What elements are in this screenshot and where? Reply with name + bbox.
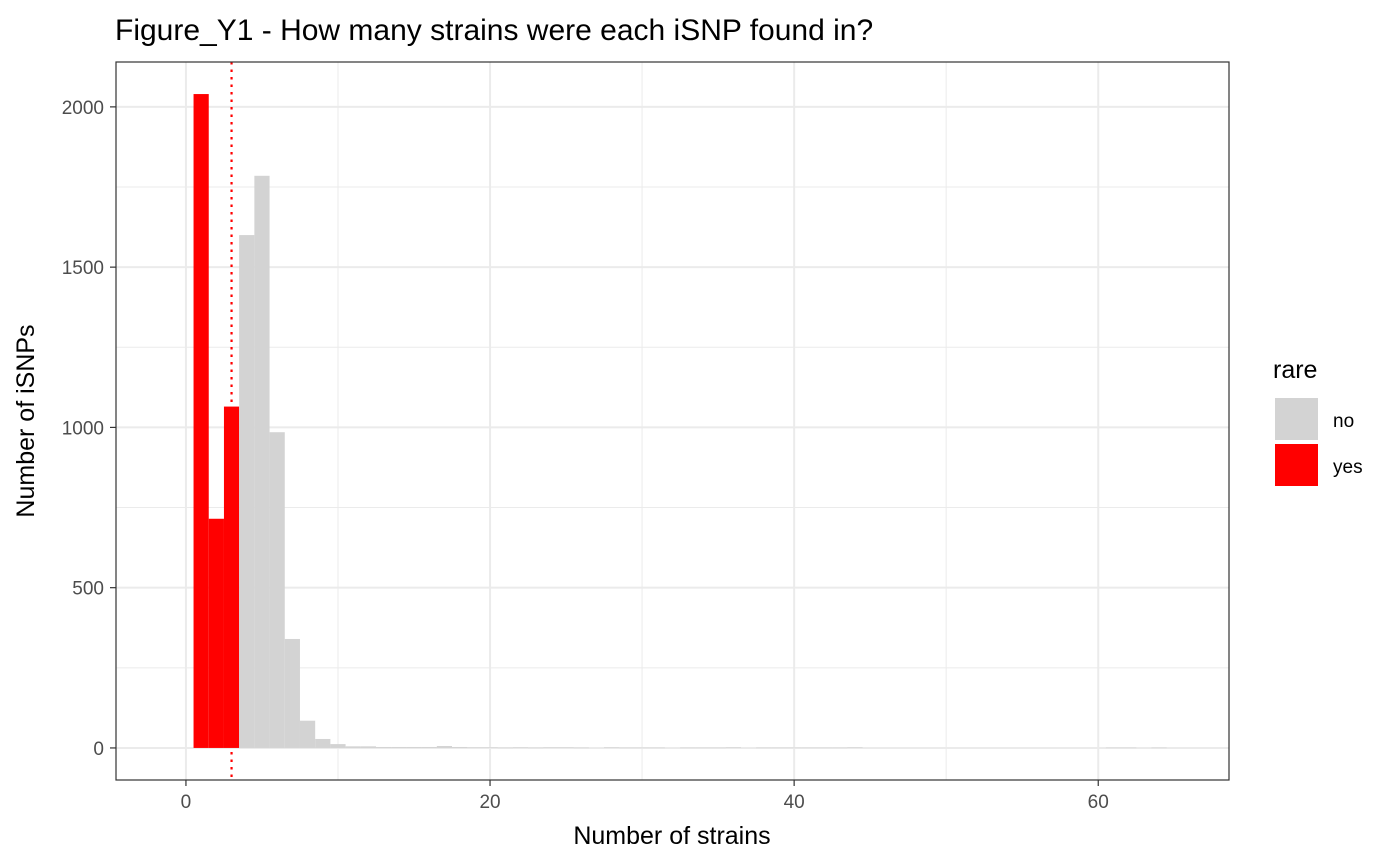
bar-no-4 bbox=[239, 235, 255, 748]
bar-yes-3 bbox=[223, 406, 240, 748]
y-tick-label: 2000 bbox=[62, 98, 104, 119]
bar-no-64 bbox=[1151, 747, 1167, 749]
bar-no-42 bbox=[816, 747, 833, 749]
bar-no-9 bbox=[315, 738, 331, 748]
y-tick-label: 500 bbox=[72, 579, 104, 600]
bar-no-21 bbox=[497, 747, 513, 749]
bar-no-16 bbox=[421, 746, 437, 748]
legend-key-no bbox=[1275, 398, 1318, 440]
bar-no-22 bbox=[512, 747, 529, 748]
bar-no-24 bbox=[543, 747, 559, 748]
bar-no-25 bbox=[558, 747, 574, 748]
bar-yes-1 bbox=[193, 94, 209, 748]
legend: rare no yes bbox=[1273, 356, 1363, 486]
bar-no-8 bbox=[299, 720, 316, 748]
bar-no-26 bbox=[573, 747, 589, 749]
bar-no-29 bbox=[619, 747, 635, 749]
legend-key-yes bbox=[1275, 444, 1318, 486]
y-axis-title: Number of iSNPs bbox=[12, 324, 40, 517]
bar-no-18 bbox=[452, 746, 468, 748]
x-tick-label: 40 bbox=[784, 792, 805, 813]
bar-no-41 bbox=[801, 747, 817, 749]
bar-no-10 bbox=[330, 744, 346, 748]
bar-no-43 bbox=[832, 747, 848, 749]
bar-no-61 bbox=[1105, 747, 1122, 749]
x-axis-title: Number of strains bbox=[573, 822, 770, 850]
plot-panel bbox=[116, 62, 1229, 780]
x-axis: 0 20 40 60 bbox=[181, 780, 1109, 813]
bar-no-20 bbox=[482, 747, 498, 748]
bar-no-62 bbox=[1121, 747, 1137, 749]
legend-title: rare bbox=[1273, 356, 1317, 384]
legend-label-no: no bbox=[1333, 411, 1354, 432]
y-tick-label: 1500 bbox=[62, 258, 104, 279]
bar-no-5 bbox=[254, 175, 270, 748]
histogram-bars bbox=[193, 94, 1167, 749]
bar-no-23 bbox=[528, 747, 544, 749]
bar-no-31 bbox=[649, 747, 665, 749]
x-tick-label: 0 bbox=[181, 792, 192, 813]
bar-yes-2 bbox=[208, 518, 224, 748]
plot-border bbox=[115, 61, 1230, 781]
bar-no-19 bbox=[467, 747, 483, 748]
bar-no-33 bbox=[680, 747, 696, 749]
bar-no-13 bbox=[376, 746, 392, 748]
bar-no-39 bbox=[771, 747, 787, 749]
bar-no-17 bbox=[436, 746, 453, 748]
bar-no-6 bbox=[269, 432, 285, 748]
x-tick-label: 20 bbox=[479, 792, 500, 813]
bar-no-12 bbox=[360, 746, 377, 748]
bar-no-7 bbox=[284, 638, 300, 748]
x-tick-label: 60 bbox=[1088, 792, 1109, 813]
minor-gridlines bbox=[116, 62, 1229, 780]
bar-no-15 bbox=[406, 746, 422, 748]
bar-no-35 bbox=[710, 747, 726, 749]
bar-no-44 bbox=[847, 747, 863, 748]
bar-no-30 bbox=[634, 747, 650, 749]
legend-label-yes: yes bbox=[1333, 457, 1363, 478]
y-axis: 0 500 1000 1500 2000 bbox=[62, 98, 116, 760]
y-tick-label: 0 bbox=[93, 739, 104, 760]
bar-no-14 bbox=[391, 746, 407, 748]
bar-no-11 bbox=[345, 746, 361, 748]
y-tick-label: 1000 bbox=[62, 418, 104, 439]
bar-no-28 bbox=[604, 747, 620, 748]
major-gridlines bbox=[116, 62, 1229, 780]
bar-no-34 bbox=[695, 747, 711, 749]
bar-no-36 bbox=[725, 747, 741, 748]
bar-no-38 bbox=[756, 747, 772, 749]
chart-title: Figure_Y1 - How many strains were each i… bbox=[115, 14, 873, 47]
bar-no-40 bbox=[786, 747, 802, 749]
